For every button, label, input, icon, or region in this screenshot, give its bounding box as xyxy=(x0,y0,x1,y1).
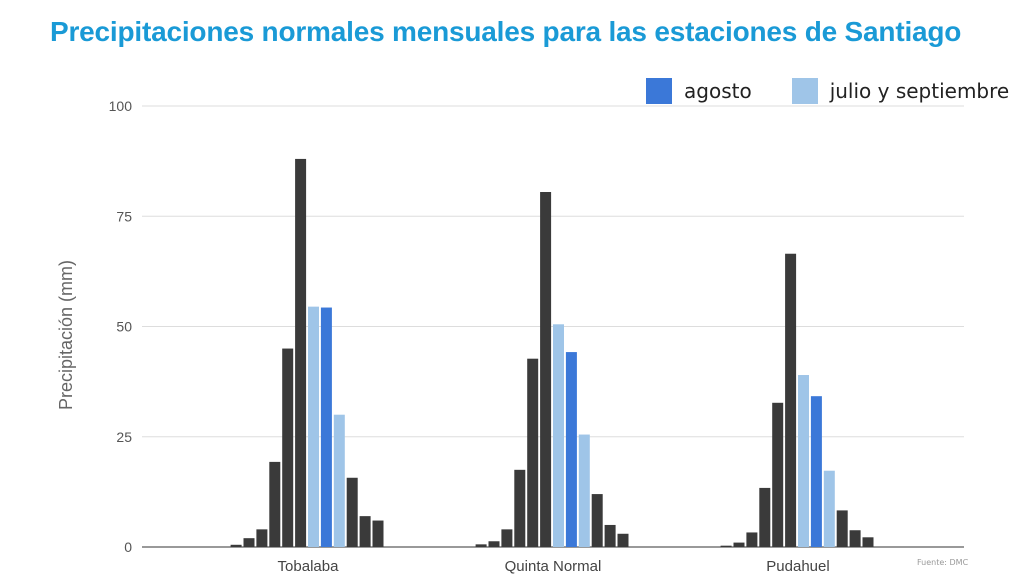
bar xyxy=(488,541,500,547)
bar xyxy=(372,520,384,547)
bar xyxy=(836,510,848,547)
bar xyxy=(346,477,358,547)
bar xyxy=(810,396,822,547)
bar xyxy=(823,470,835,547)
bar xyxy=(256,529,268,547)
bar xyxy=(617,533,629,547)
bar xyxy=(759,487,771,547)
bar xyxy=(733,542,745,547)
x-tick-label: Tobalaba xyxy=(278,558,340,575)
legend: agosto julio y septiembre xyxy=(646,78,1009,104)
bar xyxy=(514,469,526,547)
bar xyxy=(862,537,874,547)
legend-label-agosto: agosto xyxy=(684,79,752,103)
y-tick-label: 75 xyxy=(116,208,132,224)
x-tick-label: Pudahuel xyxy=(766,558,829,575)
source-note: Fuente: DMC xyxy=(917,558,969,567)
bar xyxy=(269,461,281,547)
bar xyxy=(333,414,345,547)
bar xyxy=(243,538,255,547)
bar xyxy=(798,375,809,547)
bar xyxy=(849,530,861,547)
y-tick-label: 50 xyxy=(116,319,132,335)
x-tick-label: Quinta Normal xyxy=(505,558,602,575)
bar xyxy=(553,324,564,547)
y-tick-label: 0 xyxy=(124,539,132,555)
bar xyxy=(230,544,242,547)
bar xyxy=(359,516,371,547)
bar xyxy=(295,158,307,548)
chart-title: Precipitaciones normales mensuales para … xyxy=(50,16,962,47)
bar xyxy=(746,532,758,547)
bar xyxy=(540,192,552,547)
bar xyxy=(527,358,539,547)
bar xyxy=(578,434,590,547)
bar xyxy=(604,524,616,547)
bar xyxy=(475,544,487,547)
legend-label-julio-septiembre: julio y septiembre xyxy=(829,79,1010,103)
y-axis-label: Precipitación (mm) xyxy=(56,260,76,410)
bar xyxy=(320,307,332,547)
bar xyxy=(501,529,513,547)
y-tick-label: 25 xyxy=(116,429,132,445)
bar xyxy=(282,348,294,547)
y-tick-label: 100 xyxy=(109,98,133,114)
bar xyxy=(591,494,603,547)
bar xyxy=(308,306,319,547)
bar xyxy=(785,253,797,548)
bar xyxy=(565,352,577,547)
legend-swatch-agosto xyxy=(646,78,672,104)
legend-swatch-julio-septiembre xyxy=(791,78,818,104)
bar xyxy=(772,402,784,547)
legend-item-agosto: agosto xyxy=(646,78,752,104)
legend-item-julio-septiembre: julio y septiembre xyxy=(791,78,1010,104)
bar xyxy=(720,545,732,547)
